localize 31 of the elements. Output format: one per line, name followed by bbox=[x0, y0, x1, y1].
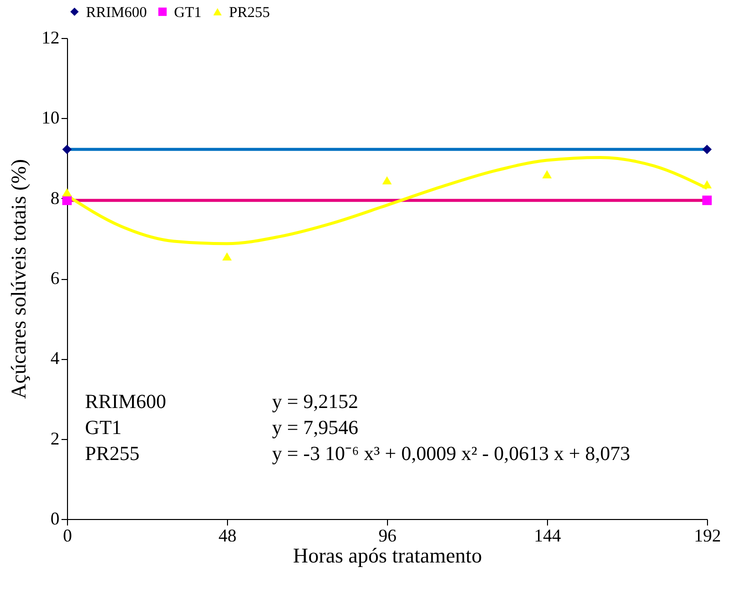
point bbox=[222, 252, 232, 261]
annotation: y = 9,2152 bbox=[272, 391, 358, 413]
annotation: y = 7,9546 bbox=[272, 417, 358, 439]
y-tick-label: 2 bbox=[50, 428, 60, 448]
x-axis-title: Horas após tratamento bbox=[293, 544, 482, 568]
point bbox=[702, 180, 712, 188]
y-tick-label: 10 bbox=[42, 108, 60, 128]
y-tick-label: 8 bbox=[50, 188, 60, 208]
y-tick-label: 0 bbox=[50, 508, 60, 528]
y-tick-label: 4 bbox=[50, 348, 60, 368]
point bbox=[702, 144, 712, 154]
annotation: RRIM600 bbox=[85, 391, 166, 413]
legend-label: PR255 bbox=[229, 4, 270, 21]
y-tick-label: 6 bbox=[50, 268, 60, 288]
point bbox=[62, 144, 72, 154]
x-tick-label: 0 bbox=[63, 526, 72, 546]
x-tick-label: 144 bbox=[534, 526, 561, 546]
point bbox=[702, 196, 712, 206]
point bbox=[542, 170, 552, 178]
annotation: y = -3 10⁻⁶ x³ + 0,0009 x² - 0,0613 x + 8,073 bbox=[272, 443, 630, 465]
annotation: GT1 bbox=[85, 417, 122, 439]
y-axis-title: Açúcares solúveis totais (%) bbox=[6, 159, 30, 399]
annotation: PR255 bbox=[85, 443, 140, 465]
y-tick-label: 12 bbox=[42, 28, 60, 48]
x-tick-label: 96 bbox=[378, 526, 396, 546]
x-tick-label: 192 bbox=[694, 526, 721, 546]
point bbox=[382, 176, 392, 184]
x-tick-label: 48 bbox=[218, 526, 236, 546]
legend-label: GT1 bbox=[174, 4, 202, 21]
point bbox=[62, 188, 72, 196]
legend-label: RRIM600 bbox=[86, 4, 147, 21]
